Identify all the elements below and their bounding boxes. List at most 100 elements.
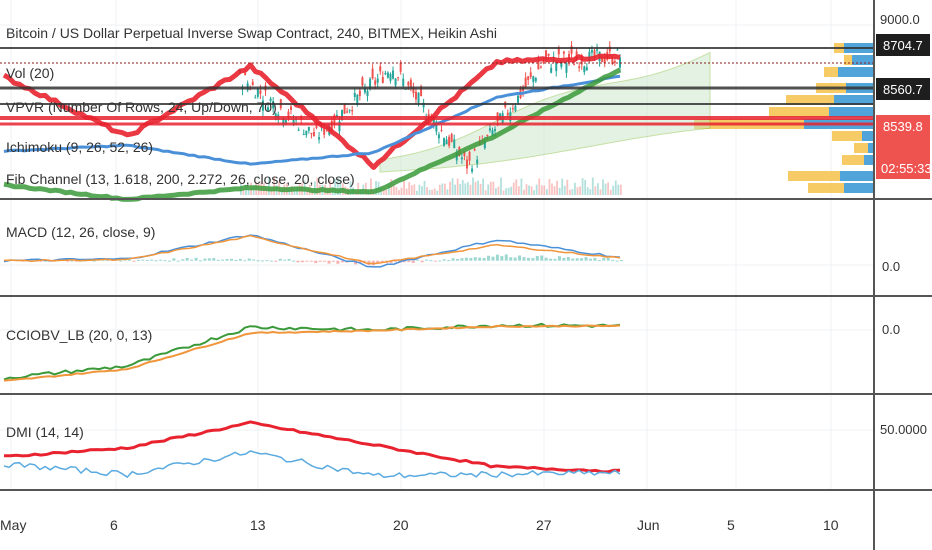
macd-hist-105 — [469, 257, 473, 261]
candle-body-137 — [588, 51, 591, 62]
cciobv-legend[interactable]: CCIOBV_LB (20, 0, 13) — [6, 327, 152, 343]
candle-body-136 — [585, 67, 588, 71]
macd-hist-48 — [216, 259, 220, 261]
volume-bar-122 — [551, 183, 553, 195]
volume-bar-62 — [398, 190, 400, 195]
candle-body-128 — [565, 62, 568, 73]
volume-bar-37 — [334, 178, 337, 195]
candle-body-40 — [341, 109, 344, 120]
volume-bar-106 — [510, 186, 513, 195]
vpvr-row-blue-11 — [844, 183, 874, 193]
volume-bar-74 — [428, 189, 431, 195]
candle-body-138 — [590, 49, 593, 53]
candle-body-50 — [366, 90, 369, 97]
vpvr-row-yellow-1 — [844, 55, 852, 65]
macd-hist-15 — [70, 260, 74, 262]
macd-hist-72 — [323, 260, 327, 262]
candle-body-79 — [440, 129, 443, 131]
macd-hist-14 — [66, 260, 70, 262]
volume-bar-26 — [306, 189, 309, 195]
candle-body-49 — [363, 88, 366, 93]
vpvr-row-yellow-8 — [854, 143, 868, 153]
macd-hist-67 — [300, 260, 304, 263]
macd-hist-132 — [588, 258, 592, 261]
volume-bar-114 — [530, 186, 533, 195]
macd-hist-104 — [464, 257, 468, 261]
volume-bar-72 — [423, 180, 426, 195]
macd-hist-88 — [393, 260, 397, 262]
volume-bar-21 — [293, 189, 296, 195]
volume-bar-131 — [574, 182, 576, 195]
macd-legend[interactable]: MACD (12, 26, close, 9) — [6, 224, 155, 240]
macd-hist-37 — [167, 260, 171, 262]
volume-bar-113 — [528, 185, 530, 195]
volume-bar-1 — [242, 189, 245, 195]
macd-hist-84 — [376, 260, 380, 264]
macd-hist-38 — [172, 258, 176, 261]
price-axis[interactable]: 9000.0 8704.7 8560.7 8539.8 02:55:33 0.0… — [876, 12, 932, 437]
candle-body-143 — [603, 57, 606, 64]
candle-body-46 — [356, 94, 359, 105]
macd-hist-120 — [535, 255, 539, 261]
macd-hist-111 — [495, 254, 499, 261]
macd-hist-66 — [296, 260, 300, 263]
volume-bar-51 — [370, 178, 372, 195]
macd-hist-124 — [553, 258, 557, 261]
indicator-legends: Bitcoin / US Dollar Perpetual Inverse Sw… — [6, 25, 497, 440]
candle-body-60 — [392, 70, 395, 79]
candle-body-59 — [389, 73, 392, 81]
dmi-legend[interactable]: DMI (14, 14) — [6, 424, 84, 440]
candle-body-92 — [473, 148, 476, 151]
candle-body-70 — [417, 92, 420, 103]
time-axis[interactable]: May 6 13 20 27 Jun 5 10 — [0, 517, 839, 533]
vpvr-row-yellow-9 — [842, 155, 864, 165]
candle-body-77 — [435, 121, 438, 132]
macd-hist-75 — [336, 260, 340, 264]
volume-bar-137 — [589, 189, 592, 195]
macd-hist-40 — [181, 259, 185, 261]
volume-bar-115 — [533, 190, 536, 195]
vol-legend[interactable]: Vol (20) — [6, 65, 54, 81]
vpvr-legend[interactable]: VPVR (Number Of Rows, 24, Up/Down, 70) — [6, 99, 277, 115]
volume-bar-30 — [316, 177, 319, 195]
volume-bar-86 — [459, 184, 462, 195]
price-value-8704: 8704.7 — [883, 38, 923, 53]
candle-body-140 — [596, 49, 599, 51]
dmi-plot — [3, 420, 621, 479]
macd-hist-42 — [190, 259, 194, 261]
macd-hist-125 — [557, 256, 561, 261]
candle-body-126 — [560, 61, 563, 67]
volume-bar-64 — [403, 179, 405, 195]
fib-legend[interactable]: Fib Channel (13, 1.618, 200, 2.272, 26, … — [6, 171, 355, 187]
candle-body-27 — [307, 126, 310, 131]
ichimoku-legend[interactable]: Ichimoku (9, 26, 52, 26) — [6, 139, 153, 155]
macd-hist-20 — [92, 260, 96, 262]
volume-bar-49 — [364, 182, 367, 195]
candle-body-63 — [399, 62, 402, 72]
volume-bar-81 — [446, 189, 449, 195]
candle-body-12 — [269, 98, 272, 102]
macd-hist-133 — [593, 257, 597, 261]
vpvr-row-blue-8 — [868, 143, 874, 153]
candle-body-93 — [476, 159, 479, 164]
cciobv-plot — [3, 322, 621, 382]
candle-body-52 — [371, 68, 374, 79]
volume-bar-105 — [507, 187, 510, 195]
volume-bar-12 — [270, 189, 273, 195]
macd-hist-108 — [482, 258, 486, 261]
candle-body-36 — [330, 120, 333, 131]
macd-hist-36 — [163, 260, 167, 262]
volume-bar-147 — [614, 180, 617, 195]
volume-bar-57 — [385, 189, 388, 195]
macd-hist-70 — [314, 260, 318, 264]
candle-body-91 — [471, 168, 474, 172]
volume-bar-79 — [441, 183, 444, 195]
volume-bar-75 — [431, 189, 434, 195]
macd-hist-106 — [473, 257, 477, 261]
macd-hist-57 — [256, 260, 260, 262]
macd-hist-33 — [150, 259, 154, 261]
macd-hist-90 — [402, 260, 406, 263]
